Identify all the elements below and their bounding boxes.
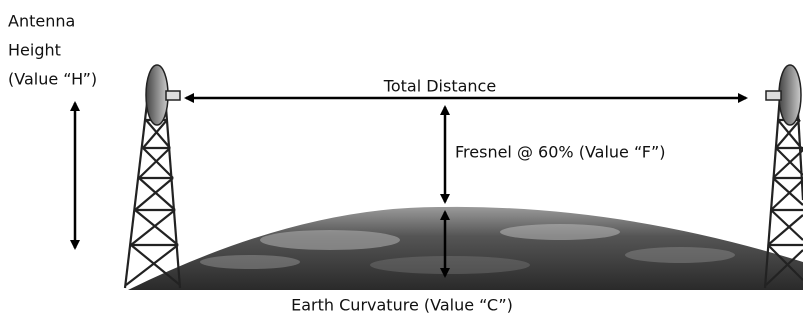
earth — [128, 207, 803, 290]
height-label: (Value “H”) — [8, 70, 97, 89]
curvature-label: Earth Curvature (Value “C”) — [291, 296, 513, 315]
left-tower — [125, 95, 180, 288]
diagram: Antenna Height (Value “H”) Total Distanc… — [0, 0, 803, 320]
right-dish — [766, 65, 801, 125]
height-label: Height — [8, 41, 61, 60]
distance-label: Total Distance — [383, 77, 496, 96]
fresnel-label: Fresnel @ 60% (Value “F”) — [455, 143, 666, 162]
height-label: Antenna — [8, 12, 75, 31]
left-dish — [146, 65, 180, 125]
